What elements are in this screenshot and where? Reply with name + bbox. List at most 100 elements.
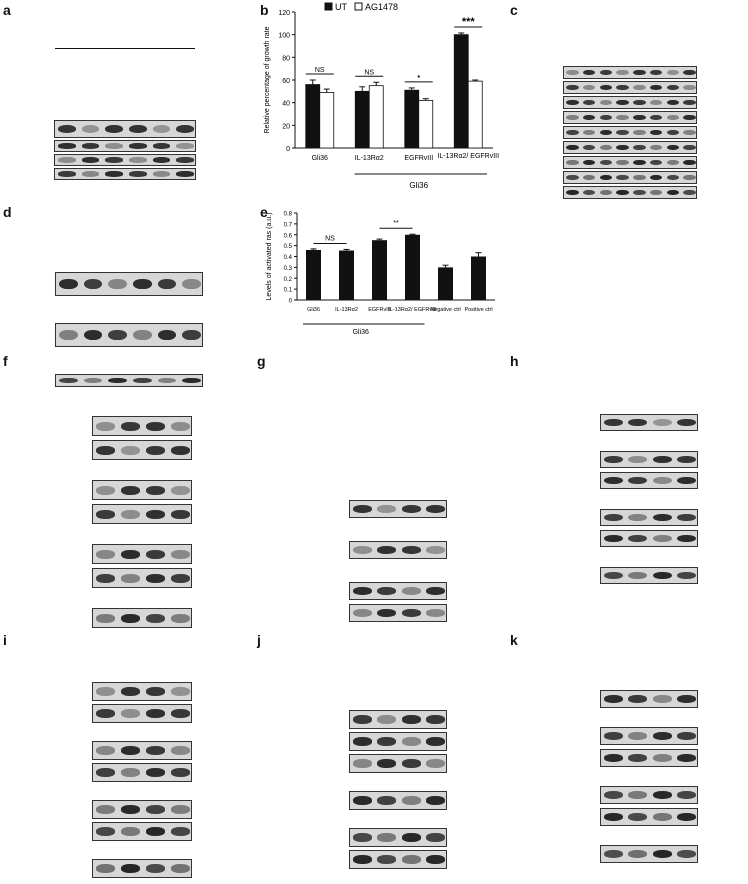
group-label: Gli36 — [409, 181, 428, 190]
blot-band — [401, 737, 421, 746]
legend-label-ut: UT — [335, 2, 347, 12]
blot-band — [146, 613, 165, 623]
y-tick-label: 0.1 — [284, 288, 293, 294]
blot-band — [677, 812, 697, 822]
blot-band — [152, 124, 171, 134]
x-tick-label: IL-13Rα2/ EGFRvIII — [388, 307, 437, 313]
blot-band — [652, 812, 672, 822]
blot-band — [121, 827, 140, 836]
blot-band — [603, 753, 623, 763]
western-blot-strip — [92, 544, 192, 564]
western-blot-strip — [563, 111, 697, 124]
blot-band — [652, 418, 672, 427]
panel-label-i: i — [3, 632, 7, 648]
y-tick-label: 0 — [286, 146, 290, 153]
blot-band — [121, 613, 140, 623]
western-blot-strip — [92, 440, 192, 460]
western-blot-strip — [600, 845, 698, 863]
blot-band — [649, 144, 663, 151]
western-blot-strip — [600, 727, 698, 745]
western-blot-strip — [563, 156, 697, 169]
panel-label-d: d — [3, 204, 12, 220]
blot-band — [616, 69, 629, 76]
western-blot-strip — [349, 710, 447, 729]
y-tick-label: 0.5 — [284, 244, 293, 250]
blot-band — [628, 694, 648, 704]
bar-il-13r-2-egfrviii — [405, 234, 420, 300]
y-tick-label: 0 — [289, 299, 293, 305]
blot-band — [171, 827, 190, 836]
blot-band — [58, 329, 78, 341]
blot-band — [677, 849, 697, 859]
blot-band — [683, 99, 696, 106]
bar-ut-il-13r-2 — [354, 90, 370, 149]
blot-band — [603, 418, 623, 427]
blot-band — [426, 545, 446, 555]
blot-band — [58, 278, 78, 290]
blot-band — [683, 69, 696, 76]
blot-band — [401, 759, 421, 768]
blot-band — [171, 768, 190, 777]
blot-band — [683, 144, 696, 151]
blot-band — [677, 731, 697, 741]
blot-band — [121, 746, 140, 755]
blot-band — [426, 608, 446, 618]
blot-band — [603, 849, 623, 859]
blot-band — [666, 189, 680, 196]
blot-band — [121, 549, 140, 559]
y-tick-label: 0.6 — [284, 233, 293, 239]
blot-band — [171, 445, 190, 455]
blot-band — [83, 278, 103, 290]
western-blot-strip — [600, 808, 698, 826]
blot-band — [633, 114, 646, 121]
blot-band — [603, 513, 623, 522]
blot-band — [108, 377, 128, 384]
western-blot-strip — [600, 786, 698, 804]
western-blot-strip — [563, 66, 697, 79]
blot-band — [633, 174, 646, 181]
blot-band — [182, 377, 202, 384]
blot-band — [599, 99, 613, 106]
blot-band — [652, 849, 672, 859]
blot-band — [96, 687, 115, 696]
blot-band — [603, 790, 623, 800]
bar-il-13r-2 — [339, 250, 354, 300]
western-blot-strip — [349, 754, 447, 773]
blot-band — [401, 586, 421, 596]
blot-band — [633, 99, 646, 106]
significance-label: NS — [315, 67, 325, 74]
blot-band — [146, 827, 165, 836]
blot-band — [96, 421, 115, 431]
western-blot-strip — [349, 828, 447, 847]
blot-band — [401, 796, 421, 805]
y-tick-label: 0.2 — [284, 277, 293, 283]
panel-h-western-blot — [505, 350, 748, 630]
x-tick-label: EGFRvIII — [368, 307, 391, 313]
x-tick-label: IL-13Rα2 — [335, 307, 358, 313]
significance-label: NS — [364, 69, 374, 76]
western-blot-strip — [349, 500, 447, 518]
blot-band — [96, 805, 115, 814]
panel-label-a: a — [3, 2, 11, 18]
western-blot-strip — [563, 96, 697, 109]
y-tick-label: 0.4 — [284, 255, 293, 261]
y-tick-label: 20 — [282, 123, 290, 130]
western-blot-strip — [600, 749, 698, 767]
blot-band — [57, 171, 76, 177]
blot-band — [677, 513, 697, 522]
x-tick-label: IL-13Rα2/ EGFRvIII — [437, 153, 499, 160]
blot-band — [566, 69, 579, 76]
blot-band — [146, 549, 165, 559]
blot-band — [146, 573, 165, 583]
blot-band — [57, 124, 76, 134]
blot-band — [96, 509, 115, 519]
blot-band — [628, 731, 648, 741]
blot-band — [599, 144, 613, 151]
blot-band — [182, 278, 202, 290]
blot-band — [146, 768, 165, 777]
panel-a-western-blot — [0, 0, 250, 200]
blot-band — [677, 753, 697, 763]
blot-band — [566, 189, 579, 196]
western-blot-strip — [92, 480, 192, 500]
panel-i-western-blot — [0, 630, 252, 884]
